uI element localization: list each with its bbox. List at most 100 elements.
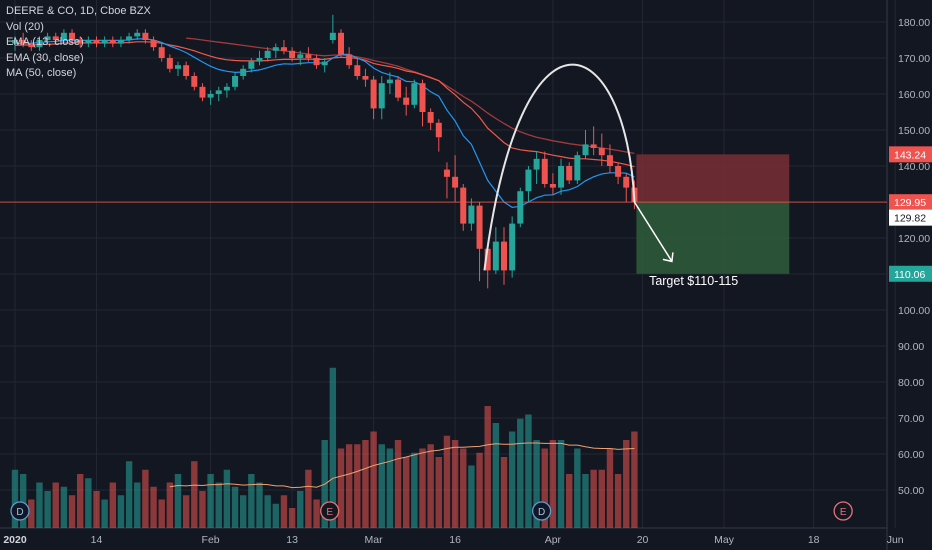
candle-body[interactable]: [566, 166, 573, 181]
candle-body[interactable]: [582, 144, 589, 156]
candle-body[interactable]: [321, 61, 328, 66]
candle-body[interactable]: [175, 65, 181, 69]
legend-ema30[interactable]: EMA (30, close): [6, 51, 84, 64]
volume-bar: [508, 431, 516, 528]
candle-body[interactable]: [183, 65, 190, 76]
candle-body[interactable]: [248, 61, 255, 69]
time-tick-label: 2020: [3, 534, 27, 546]
candle-body[interactable]: [509, 223, 516, 271]
profit-target-zone[interactable]: [636, 202, 790, 274]
candle-body[interactable]: [272, 47, 279, 51]
candle-body[interactable]: [329, 32, 336, 40]
candle-body[interactable]: [492, 241, 499, 271]
dividend-marker[interactable]: [531, 501, 552, 521]
candle-body[interactable]: [558, 166, 565, 188]
candle-body[interactable]: [517, 191, 524, 224]
candle-body[interactable]: [134, 32, 141, 37]
candle-body[interactable]: [117, 40, 124, 44]
dividend-marker[interactable]: [10, 501, 30, 521]
candle-body[interactable]: [142, 32, 149, 40]
candle-body[interactable]: [378, 83, 385, 109]
candle-body[interactable]: [93, 40, 100, 44]
candle-body[interactable]: [338, 32, 344, 55]
candle-body[interactable]: [28, 43, 35, 48]
candle-body[interactable]: [525, 169, 532, 192]
candle-body[interactable]: [403, 97, 410, 105]
price-tick-label: 100.00: [898, 305, 930, 317]
volume-bar: [549, 440, 557, 528]
candle-body[interactable]: [60, 32, 67, 40]
candle-body[interactable]: [158, 47, 165, 58]
stop-loss-zone[interactable]: [636, 154, 790, 203]
candle-body[interactable]: [199, 86, 206, 98]
candle-body[interactable]: [232, 76, 239, 87]
candle-body[interactable]: [150, 40, 157, 48]
candle-body[interactable]: [101, 40, 108, 44]
candle-body[interactable]: [386, 79, 393, 84]
candle-body[interactable]: [354, 65, 361, 76]
candle-body[interactable]: [52, 36, 59, 40]
candle-body[interactable]: [395, 79, 402, 98]
candle-body[interactable]: [484, 248, 491, 271]
candle-body[interactable]: [443, 169, 450, 177]
candle-body[interactable]: [166, 58, 173, 69]
candle-body[interactable]: [427, 112, 434, 123]
candle-body[interactable]: [215, 90, 222, 94]
candle-body[interactable]: [370, 79, 377, 109]
candle-body[interactable]: [69, 32, 76, 40]
candle-body[interactable]: [223, 86, 230, 91]
earnings-marker[interactable]: [833, 501, 853, 521]
target-arrow-line[interactable]: [633, 201, 673, 262]
candle-body[interactable]: [460, 187, 467, 224]
candle-body[interactable]: [240, 68, 247, 76]
volume-bar: [386, 448, 394, 528]
candle-body[interactable]: [615, 166, 622, 177]
volume-bar: [256, 482, 263, 528]
candle-body[interactable]: [362, 76, 369, 80]
candle-body[interactable]: [264, 50, 271, 58]
candle-body[interactable]: [85, 40, 92, 44]
candle-body[interactable]: [623, 176, 630, 188]
legend-title[interactable]: DEERE & CO, 1D, Cboe BZX: [6, 5, 151, 17]
candle-body[interactable]: [126, 36, 133, 40]
candle-body[interactable]: [191, 76, 198, 87]
candle-body[interactable]: [280, 47, 287, 51]
legend-ema13[interactable]: EMA (13, close): [6, 36, 84, 48]
candle-body[interactable]: [77, 40, 84, 44]
candle-body[interactable]: [452, 176, 459, 188]
candle-body[interactable]: [476, 205, 483, 249]
candle-body[interactable]: [549, 184, 556, 188]
candle-body[interactable]: [109, 40, 116, 44]
candle-body[interactable]: [207, 94, 214, 98]
volume-bar: [93, 491, 100, 528]
legend-vol[interactable]: Vol (20): [6, 20, 44, 33]
candle-body[interactable]: [598, 148, 605, 156]
volume-bar: [403, 457, 410, 528]
earnings-marker[interactable]: [320, 501, 340, 521]
candle-body[interactable]: [574, 155, 581, 181]
candle-body[interactable]: [297, 54, 304, 58]
candle-body[interactable]: [346, 54, 353, 66]
price-tick-label: 150.00: [898, 125, 930, 137]
candle-body[interactable]: [533, 158, 540, 170]
candle-body[interactable]: [12, 40, 18, 44]
candle-body[interactable]: [313, 58, 320, 66]
candle-body[interactable]: [20, 40, 27, 44]
legend-ma50[interactable]: MA (50, close): [6, 67, 77, 79]
candle-body[interactable]: [435, 122, 442, 138]
candle-body[interactable]: [419, 83, 426, 112]
candle-body[interactable]: [501, 241, 507, 271]
candle-body[interactable]: [468, 205, 475, 224]
candle-body[interactable]: [590, 144, 597, 148]
candle-body[interactable]: [305, 54, 312, 58]
candle-body[interactable]: [411, 83, 418, 105]
candle-body[interactable]: [256, 58, 263, 62]
candle-body[interactable]: [289, 50, 296, 58]
rounded-top-arc[interactable]: [483, 63, 636, 271]
volume-bar: [460, 448, 467, 528]
candle-body[interactable]: [541, 158, 548, 184]
candle-body[interactable]: [36, 40, 43, 48]
candle-body[interactable]: [606, 155, 613, 166]
candle-body[interactable]: [44, 36, 51, 40]
